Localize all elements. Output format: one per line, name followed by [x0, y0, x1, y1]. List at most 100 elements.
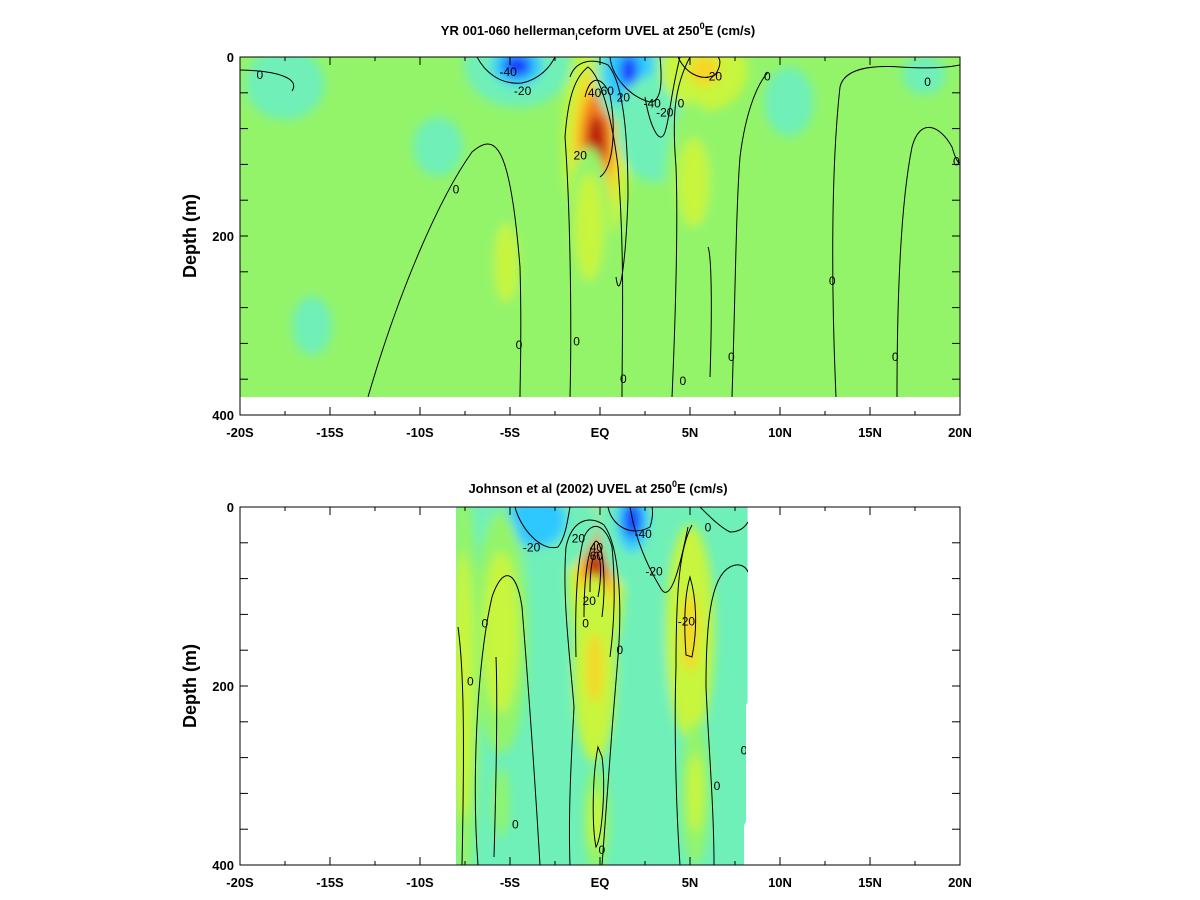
panel-top-feature-6 [664, 101, 723, 263]
x-tick-label: 5N [682, 875, 699, 890]
contour-line [493, 656, 498, 858]
contour-line [589, 551, 601, 598]
panel-bottom-feature-1 [573, 574, 617, 763]
contour-line [514, 507, 571, 549]
contour-line [644, 57, 681, 138]
contour-label: 0 [481, 616, 488, 630]
contour-label: 20 [572, 531, 586, 545]
contour-line [575, 525, 615, 658]
panel-top-feature-7 [484, 191, 528, 335]
y-tick-label: 0 [227, 500, 234, 515]
contour-label: 0 [516, 338, 523, 352]
contour-line [569, 60, 629, 287]
panel-top: YR 001-060 hellermaniceform UVEL at 2500… [180, 21, 972, 440]
contour-label: 0 [573, 335, 580, 349]
contour-label: -20 [645, 564, 663, 578]
panel-top-feature-level [581, 197, 598, 257]
panel-top-feature-8 [245, 57, 325, 120]
x-tick-label: EQ [591, 425, 610, 440]
contour-label: 0 [256, 68, 263, 82]
contour-label: 0 [598, 843, 605, 857]
contour-line [629, 507, 689, 593]
contour-line [609, 57, 662, 103]
contour-label: -40 [635, 527, 653, 541]
contour-label: 0 [953, 155, 960, 169]
x-tick-label: 20N [948, 425, 972, 440]
panel-bottom-feature-6 [681, 721, 710, 865]
contour-line [240, 69, 295, 92]
panel-top-feature-9 [413, 116, 463, 177]
x-tick-label: EQ [591, 875, 610, 890]
contour-label: 0 [892, 350, 899, 364]
panel-top-feature-level [619, 57, 638, 86]
panel-bottom-feature-level [638, 647, 659, 796]
panel-bottom-feature-level [687, 754, 704, 833]
contour-label: 20 [617, 90, 631, 104]
contour-label: 0 [582, 616, 589, 630]
contour-label: 0 [679, 374, 686, 388]
x-tick-label: -15S [316, 875, 344, 890]
panel-top-feature-level [494, 223, 519, 303]
panel-top-feature-level [263, 64, 307, 104]
panel-bottom-feature-level [543, 630, 560, 778]
contour-line [677, 57, 721, 78]
contour-label: 0 [714, 779, 721, 793]
panel-bottom-feature-level [493, 767, 509, 837]
x-tick-label: -20S [226, 425, 254, 440]
contour-label: 0 [616, 643, 623, 657]
contour-line [592, 745, 605, 849]
contour-label: 0 [705, 521, 712, 535]
contour-line [476, 57, 556, 84]
x-tick-label: 20N [948, 875, 972, 890]
x-tick-label: 5N [682, 425, 699, 440]
contour-line [474, 575, 541, 865]
panel-bottom-feature-level [589, 790, 604, 850]
contour-label: 0 [728, 350, 735, 364]
contour-line [699, 507, 748, 533]
panel-top-feature-12 [902, 57, 946, 95]
contour-label: -20 [514, 84, 532, 98]
panel-top-feature-11 [764, 67, 814, 137]
x-tick-label: -5S [500, 875, 521, 890]
contour-line [564, 519, 621, 865]
contour-label: 60 [590, 549, 604, 563]
contour-label: 40 [590, 540, 604, 554]
panel-bottom-feature-8 [493, 767, 509, 837]
panel-top-feature-level [677, 137, 710, 227]
panel-top-feature-level [292, 295, 332, 356]
panel-top-ylabel: Depth (m) [180, 194, 200, 278]
y-tick-label: 200 [212, 679, 234, 694]
contour-label: -20 [705, 70, 723, 84]
x-tick-label: 15N [858, 875, 882, 890]
contour-line [583, 540, 605, 618]
contour-line [832, 64, 960, 398]
panel-bottom: Johnson et al (2002) UVEL at 2500E (cm/s… [180, 479, 972, 890]
contour-label: 0 [924, 75, 931, 89]
y-tick-label: 0 [227, 50, 234, 65]
contour-line [457, 626, 464, 865]
panel-top-feature-level [688, 57, 721, 86]
contour-label: -20 [523, 540, 541, 554]
contour-line [607, 507, 653, 532]
panel-bottom-feature-level [491, 587, 511, 677]
panel-top-title: YR 001-060 hellermaniceform UVEL at 2500… [441, 21, 755, 42]
contour-label: -40 [500, 65, 518, 79]
contour-line [367, 143, 522, 398]
contour-line [707, 246, 712, 378]
x-tick-label: -15S [316, 425, 344, 440]
panel-top-feature-level [764, 67, 814, 137]
contour-line [564, 66, 624, 398]
panel-top-feature-level [902, 57, 946, 95]
contour-label: 60 [601, 84, 615, 98]
panel-top-feature-10 [292, 295, 332, 356]
y-tick-label: 200 [212, 229, 234, 244]
contour-label: -40 [644, 97, 662, 111]
x-tick-label: 15N [858, 425, 882, 440]
x-tick-label: 10N [768, 425, 792, 440]
contour-line [584, 79, 614, 178]
contour-label: 0 [764, 70, 771, 84]
